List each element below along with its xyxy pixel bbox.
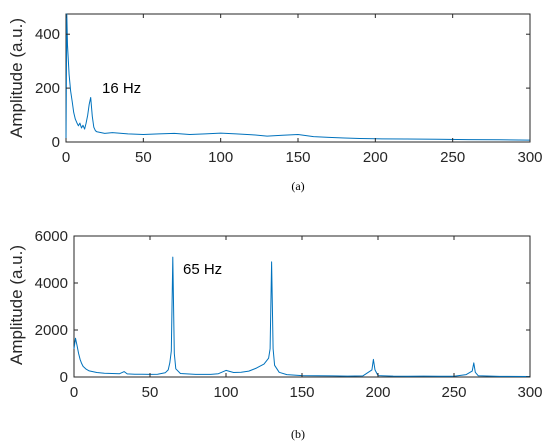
panel-a: Amplitude (a.u.) 16 Hz 0 50 100 150 200 250 30…: [7, 13, 543, 193]
panel-b-x-tick-label: 0: [70, 384, 78, 401]
panel-a-y-tick-label: 400: [35, 26, 60, 43]
panel-b-x-tick-label: 50: [142, 384, 159, 401]
panel-b-y-tick-label: 4000: [35, 275, 68, 292]
panel-b-y-tick-label: 6000: [35, 228, 68, 245]
panel-a-plot-frame: [65, 13, 531, 143]
panel-b-spectrum-line: [73, 256, 531, 377]
panel-b-x-tick-label: 250: [441, 384, 466, 401]
panel-a-y-tick-label: 0: [52, 134, 60, 151]
panel-b-x-tick-label: 300: [517, 384, 542, 401]
panel-a-caption: (a): [291, 179, 304, 193]
panel-b-x-tick-label: 150: [289, 384, 314, 401]
panel-a-x-tick-label: 50: [135, 149, 152, 166]
panel-a-x-tick-label: 0: [62, 149, 70, 166]
panel-b-annotation-65hz: 65 Hz: [183, 261, 222, 278]
panel-b: Amplitude (a.u.) 65 Hz 0 50 100 150 200 250 30…: [7, 228, 543, 441]
panel-a-x-tick-label: 250: [440, 149, 465, 166]
panel-b-y-tick-label: 0: [60, 369, 68, 386]
panel-a-y-ticks: 0 200 400: [35, 26, 530, 151]
panel-b-caption: (b): [291, 427, 305, 441]
panel-a-y-tick-label: 200: [35, 80, 60, 97]
panel-a-x-tick-label: 150: [285, 149, 310, 166]
panel-b-y-tick-label: 2000: [35, 322, 68, 339]
panel-b-x-ticks: 0 50 100 150 200 250 300: [70, 236, 543, 401]
panel-b-y-ticks: 0 2000 4000 6000: [35, 228, 530, 386]
panel-a-x-ticks: 0 50 100 150 200 250 300: [62, 14, 543, 166]
panel-b-x-tick-label: 200: [365, 384, 390, 401]
panel-b-y-axis-label: Amplitude (a.u.): [7, 245, 26, 365]
panel-b-plot-frame: [73, 235, 531, 378]
panel-a-y-axis-label: Amplitude (a.u.): [7, 18, 26, 138]
panel-a-x-tick-label: 200: [363, 149, 388, 166]
panel-b-x-tick-label: 100: [213, 384, 238, 401]
panel-a-annotation-16hz: 16 Hz: [102, 80, 141, 97]
panel-a-x-tick-label: 300: [517, 149, 542, 166]
panel-a-spectrum-line: [65, 13, 531, 143]
panel-a-x-tick-label: 100: [208, 149, 233, 166]
